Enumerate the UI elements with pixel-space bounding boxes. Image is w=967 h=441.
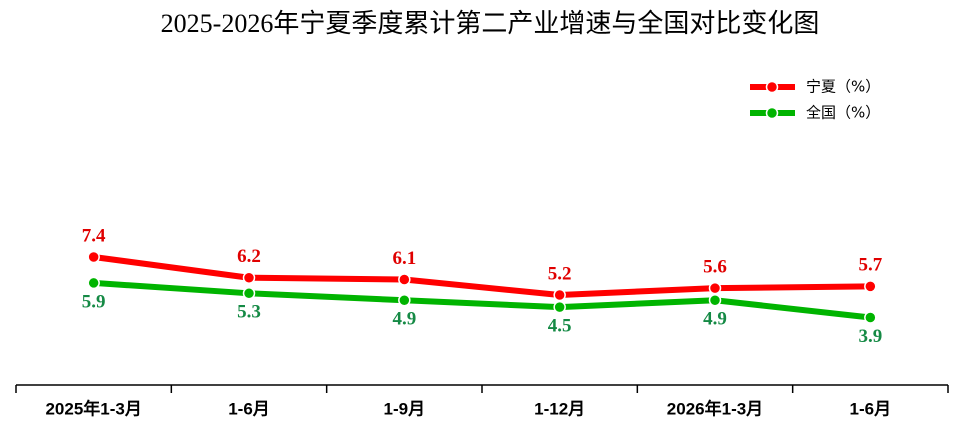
point <box>864 280 877 293</box>
value-label: 4.9 <box>392 309 416 330</box>
point <box>553 288 566 302</box>
value-label: 6.1 <box>392 248 416 269</box>
x-tick-label: 1-12月 <box>534 399 585 418</box>
x-tick-label: 2026年1-3月 <box>667 398 763 418</box>
value-label: 3.9 <box>858 326 882 347</box>
value-label: 5.2 <box>548 263 572 284</box>
point <box>87 250 100 264</box>
value-label: 5.3 <box>237 302 261 323</box>
legend-label: 全国（%） <box>806 104 880 122</box>
series-line <box>93 254 871 299</box>
point <box>708 281 722 295</box>
point <box>553 300 566 314</box>
value-label: 5.7 <box>858 255 882 276</box>
point <box>398 273 411 286</box>
x-tick-label: 1-6月 <box>228 399 270 418</box>
point <box>864 311 877 324</box>
x-tick-label: 1-9月 <box>384 399 426 418</box>
point <box>398 293 411 307</box>
point <box>87 276 100 290</box>
value-label: 6.2 <box>237 246 261 267</box>
legend-dot <box>765 106 779 120</box>
value-label: 5.9 <box>82 291 106 312</box>
value-label: 4.9 <box>703 309 727 330</box>
series-line <box>93 279 871 321</box>
point <box>242 287 256 300</box>
chart-title: 2025-2026年宁夏季度累计第二产业增速与全国对比变化图 <box>161 9 820 38</box>
legend-dot <box>765 80 779 94</box>
x-tick-label: 1-6月 <box>850 399 892 418</box>
value-label: 5.6 <box>703 256 727 277</box>
value-label: 7.4 <box>82 225 106 246</box>
value-label: 4.5 <box>548 316 572 337</box>
point <box>708 293 722 307</box>
point <box>242 271 256 284</box>
x-tick-label: 2025年1-3月 <box>45 398 141 418</box>
legend-label: 宁夏（%） <box>806 78 880 96</box>
